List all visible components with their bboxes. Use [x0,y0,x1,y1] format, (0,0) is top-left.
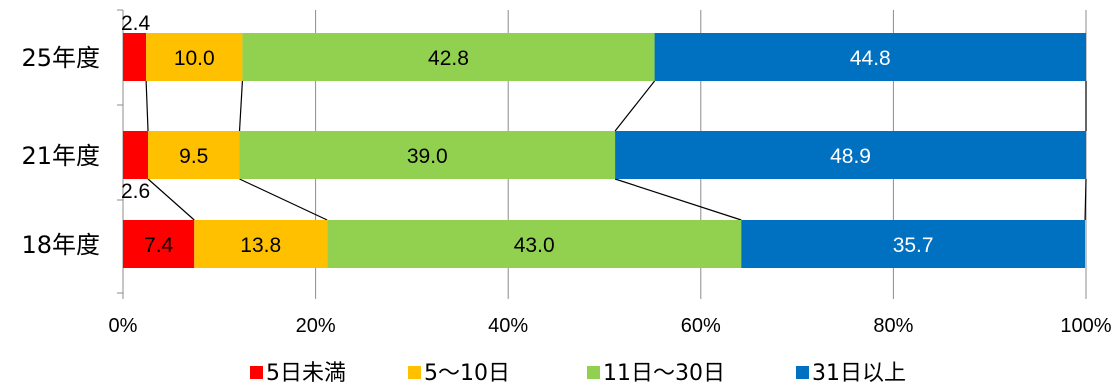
data-label-1-2: 39.0 [407,145,448,168]
data-label-0-2: 42.8 [428,47,469,70]
bar-1-1 [148,131,240,179]
data-label-2-2: 43.0 [514,234,555,257]
series-line-1-2 [239,178,328,221]
data-label-0-0: 2.4 [121,12,151,35]
legend-label-2: 11日～30日 [603,361,725,386]
series-lines [145,80,1087,221]
x-tick-label-4: 80% [873,315,913,337]
bar-0-1 [146,33,243,81]
category-label-2: 18年度 [21,231,100,259]
series-line-0-1 [145,80,149,132]
data-label-2-1: 13.8 [240,234,281,257]
data-label-2-3: 35.7 [893,234,934,257]
x-tick-label-3: 60% [681,315,721,337]
series-line-0-3 [614,80,656,132]
bar-1-0 [123,131,149,179]
data-label-1-3: 48.9 [830,145,871,168]
bar-2-3 [741,220,1086,268]
category-label-1: 21年度 [21,142,100,170]
bar-1-3 [615,131,1086,179]
legend-swatch-3 [796,366,809,379]
category-label-0: 25年度 [21,44,100,72]
bar-0-0 [123,33,147,81]
data-label-1-0: 2.6 [121,180,150,203]
bar-2-1 [194,220,328,268]
legend-label-3: 31日以上 [812,361,906,386]
bar-2-0 [123,220,195,268]
data-labels: 2.4 10.0 42.8 44.8 2.6 9.5 39.0 48.9 7.4 13.8 43.0… [121,12,934,257]
bar-0-2 [242,33,655,81]
series-line-1-3 [614,178,742,221]
data-label-2-0: 7.4 [144,234,174,257]
legend-swatch-2 [587,366,600,379]
legend-swatch-0 [250,366,263,379]
x-tick-label-1: 20% [296,315,336,337]
bar-0-3 [654,33,1086,81]
x-tick-label-5: 100% [1060,315,1111,337]
category-labels: 25年度 21年度 18年度 [21,44,100,259]
series-line-1-4 [1084,178,1087,221]
legend-label-1: 5～10日 [424,361,510,386]
series-line-0-2 [238,80,244,132]
data-label-0-1: 10.0 [174,47,215,70]
x-tick-labels: 0% 20% 40% 60% 80% 100% [109,315,1112,337]
x-tick-label-2: 40% [488,315,528,337]
series-line-1-1 [147,178,195,221]
data-label-1-1: 9.5 [179,145,208,168]
legend-label-0: 5日未満 [266,361,346,386]
bar-2-2 [327,220,742,268]
x-tick-label-0: 0% [109,315,138,337]
legend: 5日未満 5～10日 11日～30日 31日以上 [250,361,906,386]
bar-1-2 [239,131,616,179]
bars [123,33,1086,268]
data-label-0-3: 44.8 [850,47,891,70]
legend-swatch-1 [408,366,421,379]
